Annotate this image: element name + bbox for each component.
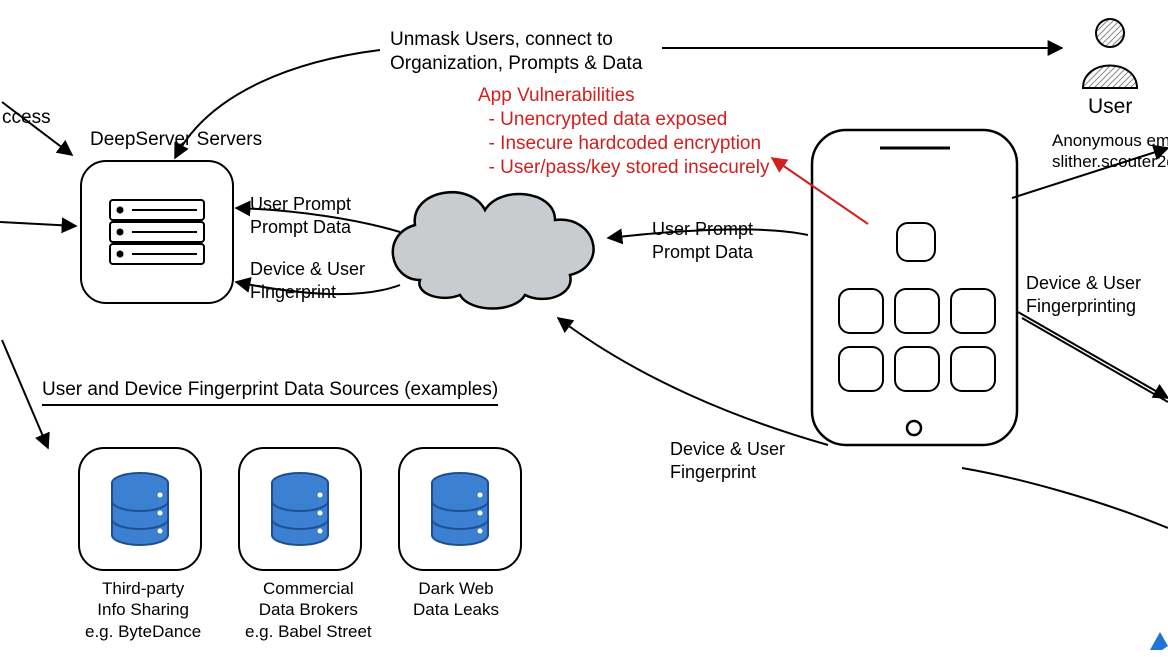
edge-left-to-server [0,222,76,226]
server-box [80,160,234,304]
server-icon [82,162,232,302]
diagram-canvas: ccess DeepServer Servers Unmask Users, c… [0,0,1168,657]
label-src1: Third-party Info Sharing e.g. ByteDance [85,578,201,642]
db-box-2 [238,447,362,571]
db-box-3 [398,447,522,571]
label-dev-fp-1: Device & User Fingerprint [250,258,365,303]
database-icon [240,449,360,569]
label-anon-email: Anonymous email re slither.scouter2d@ [1052,130,1168,173]
app-tile [950,346,996,392]
db-box-1 [78,447,202,571]
app-tile-top [896,222,936,262]
label-user-prompt-1: User Prompt Prompt Data [250,193,351,238]
edge-phone-fp-down-2 [1022,318,1168,402]
edge-bottom-right [962,468,1168,528]
label-dev-fp-3: Device & User Fingerprint [670,438,785,483]
label-user-prompt-2: User Prompt Prompt Data [652,218,753,263]
label-vuln-title: App Vulnerabilities [478,84,635,108]
label-unmask: Unmask Users, connect to Organization, P… [390,28,642,76]
label-vuln-items: - Unencrypted data exposed - Insecure ha… [478,108,769,179]
label-internet: Internet [444,252,554,290]
app-tile [894,288,940,334]
app-tile [838,288,884,334]
label-servers-title: DeepServer Servers [90,128,262,152]
edge-vuln [772,158,868,224]
label-src2: Commercial Data Brokers e.g. Babel Stree… [245,578,372,642]
label-src3: Dark Web Data Leaks [413,578,499,621]
label-sources-header: User and Device Fingerprint Data Sources… [42,378,498,406]
edge-phone-fp-down [1018,312,1168,398]
edge-cloud-fp-bottom [558,318,828,445]
corner-logo-icon [1150,632,1168,650]
label-deepseek-app: DeepSeek app [873,175,957,220]
app-tile [838,346,884,392]
cloud-internet [393,192,594,308]
app-tile [894,346,940,392]
label-user: User [1088,94,1132,120]
label-access: ccess [2,106,51,130]
user-icon [1083,19,1137,88]
database-icon [400,449,520,569]
label-dev-fp-2: Device & User Fingerprinting [1026,272,1141,317]
database-icon [80,449,200,569]
app-tile [950,288,996,334]
